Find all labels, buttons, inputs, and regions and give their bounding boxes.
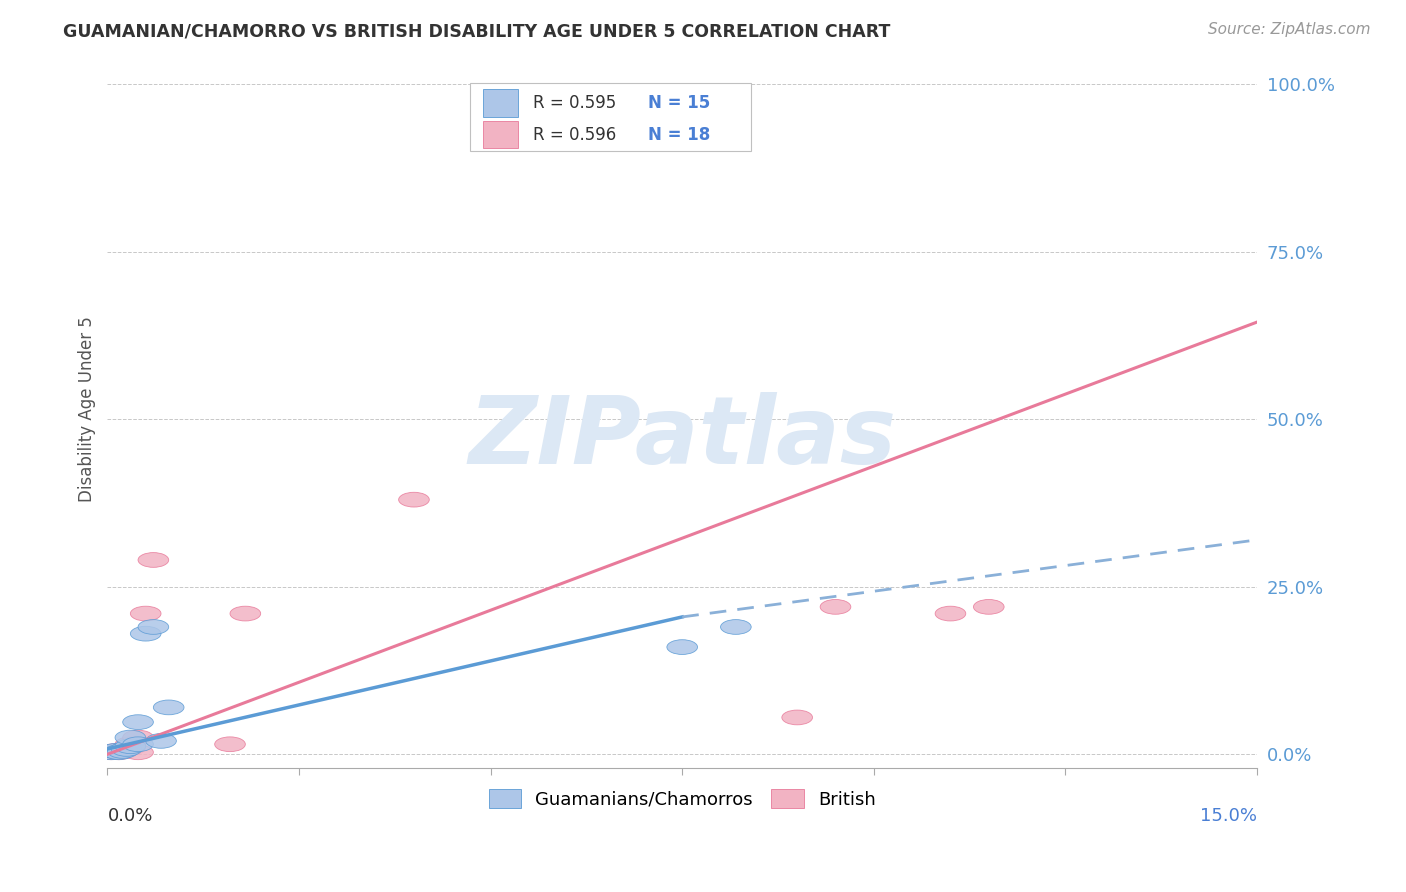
Ellipse shape xyxy=(115,731,146,745)
FancyBboxPatch shape xyxy=(484,89,517,117)
Text: R = 0.595: R = 0.595 xyxy=(533,94,616,112)
Text: R = 0.596: R = 0.596 xyxy=(533,126,616,144)
Ellipse shape xyxy=(122,745,153,760)
Ellipse shape xyxy=(111,741,142,756)
Ellipse shape xyxy=(399,492,429,507)
Ellipse shape xyxy=(115,737,146,752)
Text: N = 15: N = 15 xyxy=(648,94,710,112)
FancyBboxPatch shape xyxy=(484,121,517,148)
Y-axis label: Disability Age Under 5: Disability Age Under 5 xyxy=(79,317,96,502)
Ellipse shape xyxy=(146,733,176,748)
Legend: Guamanians/Chamorros, British: Guamanians/Chamorros, British xyxy=(481,782,883,816)
FancyBboxPatch shape xyxy=(470,83,751,151)
Ellipse shape xyxy=(131,607,162,621)
Ellipse shape xyxy=(138,620,169,634)
Ellipse shape xyxy=(115,739,146,754)
Ellipse shape xyxy=(104,745,134,760)
Ellipse shape xyxy=(96,745,127,760)
Ellipse shape xyxy=(122,714,153,730)
Ellipse shape xyxy=(115,740,146,755)
Ellipse shape xyxy=(107,744,138,758)
Ellipse shape xyxy=(100,744,131,758)
Text: 15.0%: 15.0% xyxy=(1201,807,1257,825)
Ellipse shape xyxy=(111,741,142,756)
Ellipse shape xyxy=(138,553,169,567)
Ellipse shape xyxy=(122,731,153,745)
Ellipse shape xyxy=(720,620,751,634)
Ellipse shape xyxy=(782,710,813,725)
Text: Source: ZipAtlas.com: Source: ZipAtlas.com xyxy=(1208,22,1371,37)
Ellipse shape xyxy=(104,745,134,760)
Text: GUAMANIAN/CHAMORRO VS BRITISH DISABILITY AGE UNDER 5 CORRELATION CHART: GUAMANIAN/CHAMORRO VS BRITISH DISABILITY… xyxy=(63,22,890,40)
Text: ZIPatlas: ZIPatlas xyxy=(468,392,896,483)
Ellipse shape xyxy=(107,744,138,758)
Ellipse shape xyxy=(666,640,697,655)
Ellipse shape xyxy=(935,607,966,621)
Text: N = 18: N = 18 xyxy=(648,126,710,144)
Ellipse shape xyxy=(215,737,245,752)
Ellipse shape xyxy=(231,607,260,621)
Ellipse shape xyxy=(973,599,1004,615)
Ellipse shape xyxy=(820,599,851,615)
Ellipse shape xyxy=(96,745,127,760)
Text: 0.0%: 0.0% xyxy=(107,807,153,825)
Ellipse shape xyxy=(153,700,184,714)
Ellipse shape xyxy=(131,626,162,641)
Ellipse shape xyxy=(100,744,131,758)
Ellipse shape xyxy=(122,737,153,752)
